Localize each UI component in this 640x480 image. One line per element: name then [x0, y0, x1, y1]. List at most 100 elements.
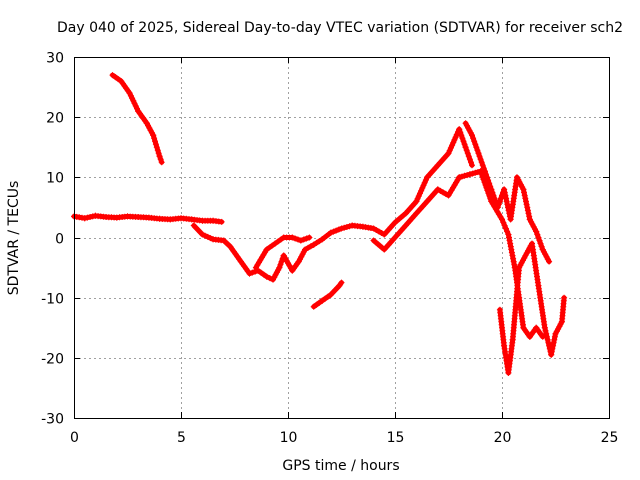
data-point: [417, 190, 423, 197]
data-point: [420, 182, 427, 189]
data-point: [505, 231, 512, 238]
data-point: [485, 177, 492, 184]
data-point: [479, 162, 486, 169]
data-point: [306, 234, 313, 241]
data-point: [461, 141, 468, 148]
data-point: [134, 105, 140, 112]
data-point: [501, 222, 508, 229]
y-axis-title: SDTVAR / TECUs: [6, 181, 22, 296]
data-point: [89, 213, 96, 220]
sdtvar-lower-branch: [252, 234, 313, 271]
y-tick-label: 10: [46, 171, 64, 187]
data-point: [338, 225, 345, 232]
data-point: [507, 240, 514, 247]
data-point: [462, 144, 469, 151]
data-point: [543, 333, 550, 340]
data-point: [151, 135, 158, 142]
data-point: [452, 134, 459, 141]
data-point: [292, 235, 299, 242]
data-point: [446, 147, 453, 154]
data-point: [490, 192, 497, 199]
data-point: [468, 159, 474, 166]
data-point: [469, 170, 476, 177]
data-point: [471, 138, 478, 145]
x-tick-label: 20: [494, 430, 512, 446]
data-point: [550, 342, 557, 349]
data-point: [545, 339, 552, 346]
data-point: [484, 174, 490, 181]
series-layer: [71, 72, 568, 376]
data-point: [509, 252, 516, 259]
data-point: [526, 213, 533, 220]
data-point: [561, 294, 568, 301]
data-point: [508, 249, 515, 256]
sdtvar-second-band: [370, 168, 546, 340]
data-point: [84, 214, 91, 221]
data-point: [521, 192, 528, 199]
data-point: [333, 227, 340, 234]
data-point: [495, 201, 502, 208]
data-point: [473, 144, 480, 151]
data-point: [263, 273, 270, 280]
data-point: [297, 237, 304, 244]
data-point: [202, 232, 209, 239]
data-point: [458, 173, 465, 180]
data-point: [458, 132, 465, 139]
data-point: [87, 214, 94, 220]
data-point: [520, 186, 527, 193]
data-point: [154, 147, 161, 154]
data-point: [218, 218, 225, 225]
chart-title: Day 040 of 2025, Sidereal Day-to-day VTE…: [57, 20, 623, 36]
data-point: [327, 229, 334, 236]
data-point: [478, 159, 485, 166]
data-point: [132, 103, 139, 109]
data-point: [536, 237, 543, 244]
data-point: [551, 336, 558, 343]
data-point: [453, 131, 460, 138]
data-point: [150, 132, 157, 139]
data-point: [300, 236, 307, 243]
data-point: [278, 258, 285, 265]
data-point: [460, 138, 467, 145]
data-point: [155, 150, 162, 157]
data-point: [534, 231, 541, 238]
data-point: [465, 153, 472, 160]
data-point: [535, 234, 542, 241]
data-point: [280, 252, 287, 259]
data-point: [470, 135, 477, 142]
data-point: [463, 147, 470, 154]
x-tick-label: 10: [280, 430, 298, 446]
data-point: [277, 261, 284, 268]
data-point: [158, 159, 165, 166]
data-point: [502, 192, 509, 199]
data-point: [447, 144, 454, 151]
y-tick-label: -10: [41, 292, 64, 308]
y-tick-label: -20: [41, 352, 64, 368]
data-point: [472, 141, 479, 148]
x-tick-label: 15: [387, 430, 405, 446]
sdtvar-early-segment: [109, 72, 165, 166]
data-point: [474, 169, 481, 176]
data-point: [330, 228, 337, 235]
data-point: [422, 177, 429, 183]
x-axis-title: GPS time / hours: [282, 458, 399, 474]
data-point: [152, 138, 158, 145]
data-point: [488, 186, 495, 193]
data-point: [525, 210, 532, 217]
data-point: [550, 339, 557, 346]
sdtvar-tail: [496, 240, 568, 376]
data-point: [543, 330, 550, 337]
data-point: [81, 215, 88, 222]
data-point: [419, 185, 426, 191]
data-point: [502, 225, 509, 232]
data-point: [457, 129, 464, 136]
data-point: [508, 246, 515, 253]
data-point: [464, 172, 471, 179]
data-point: [481, 168, 488, 175]
data-point: [346, 223, 353, 230]
data-point: [130, 97, 137, 104]
data-point: [445, 150, 452, 157]
data-point: [451, 136, 458, 143]
data-point: [491, 195, 498, 202]
data-point: [472, 169, 479, 176]
